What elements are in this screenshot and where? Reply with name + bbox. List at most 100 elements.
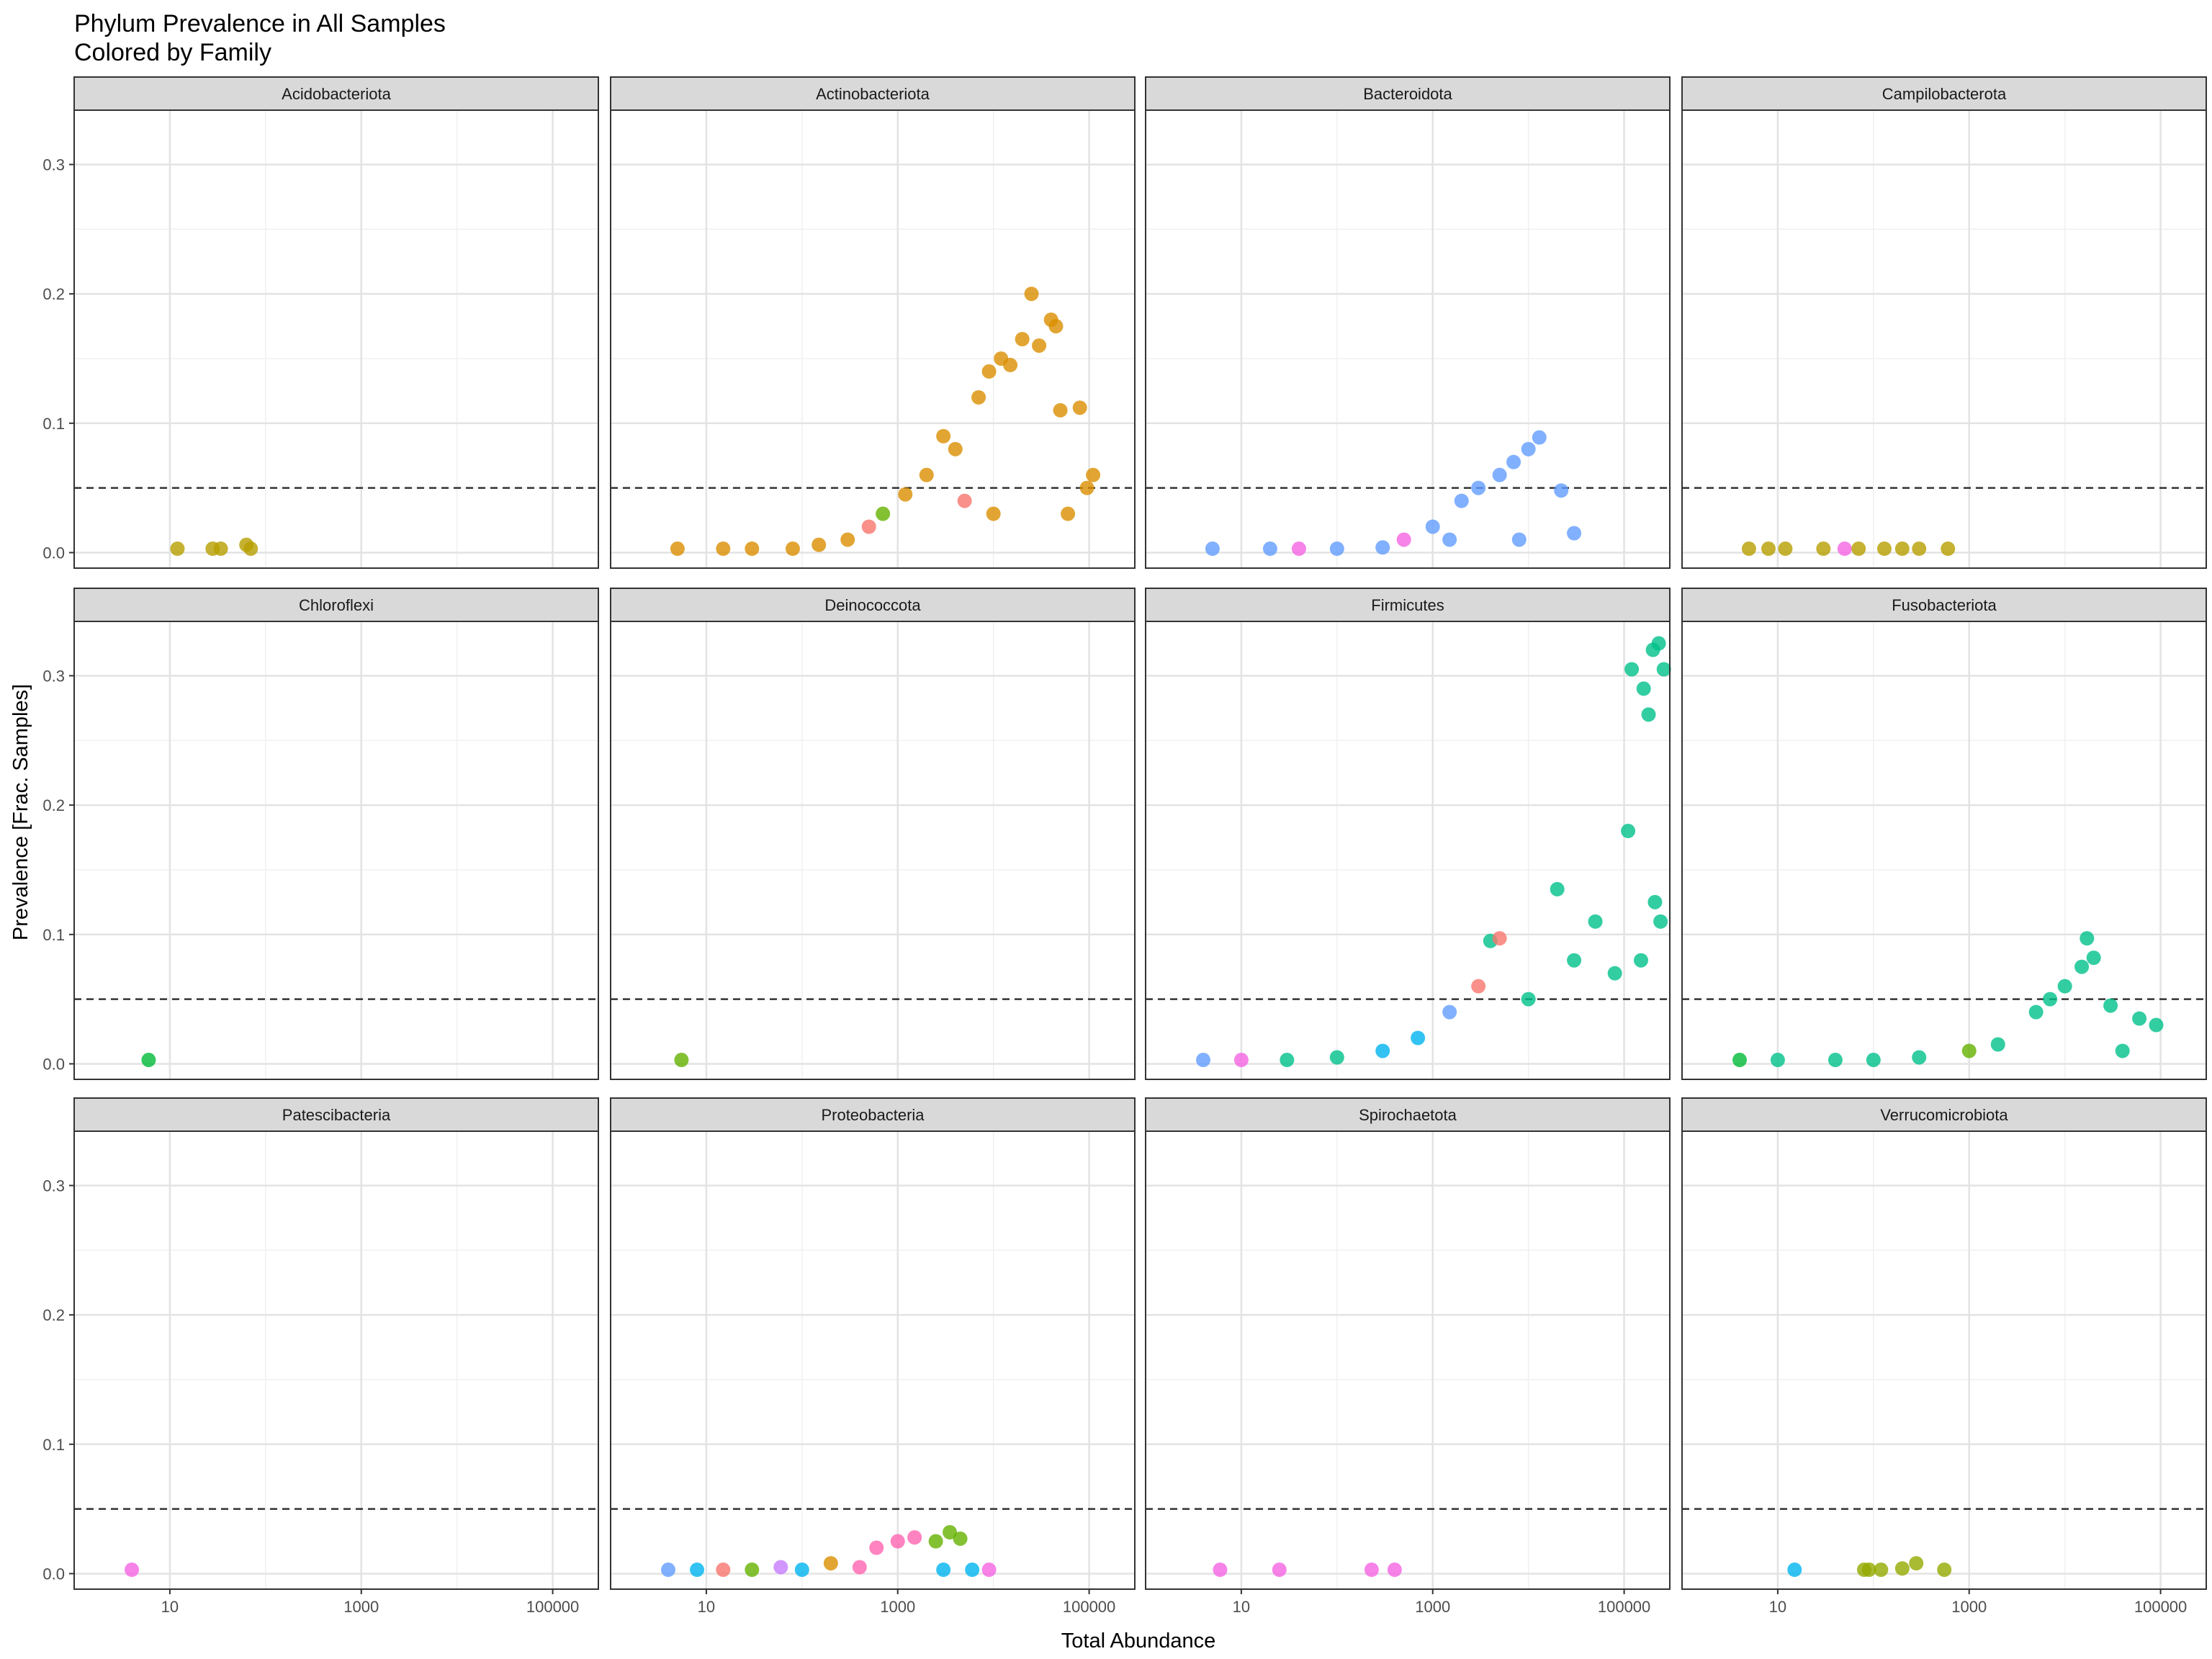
y-tick-label: 0.3 (42, 1177, 65, 1195)
data-point (2057, 979, 2072, 994)
plot-area (74, 110, 598, 568)
facet-strip-label: Campilobacterota (1882, 85, 2007, 103)
data-point (1425, 519, 1440, 534)
data-point (1364, 1563, 1379, 1578)
facet-strip-label: Acidobacteriota (282, 85, 391, 103)
x-tick-label: 1000 (343, 1598, 379, 1616)
data-point (928, 1534, 943, 1549)
data-point (953, 1531, 968, 1546)
data-point (1086, 467, 1101, 482)
data-point (1291, 541, 1306, 557)
data-point (690, 1563, 705, 1578)
panel-border (73, 109, 599, 569)
plot-area (1682, 110, 2206, 568)
data-point (1874, 1563, 1889, 1578)
facet-panel: Proteobacteria 10 1000 100000 (610, 1097, 1136, 1616)
data-point (1550, 881, 1565, 896)
facet-panel: Bacteroidota (1145, 76, 1671, 569)
data-point (948, 441, 963, 457)
data-point (936, 1563, 951, 1578)
x-tick-label: 10 (1769, 1598, 1786, 1616)
data-point (745, 541, 760, 557)
data-point (1471, 979, 1486, 994)
y-tick-label: 0.2 (42, 285, 65, 303)
data-point (823, 1556, 838, 1571)
plot-area (611, 1131, 1135, 1589)
data-point (1053, 403, 1068, 418)
data-point (1396, 532, 1411, 547)
data-point (1511, 532, 1527, 547)
facet-panel: Campilobacterota (1681, 76, 2207, 569)
data-point (1471, 480, 1486, 495)
data-point (1213, 1563, 1228, 1578)
data-point (907, 1530, 922, 1545)
facet-strip (1145, 76, 1671, 111)
data-point (1909, 1556, 1924, 1571)
data-point (1205, 541, 1220, 557)
data-point (1732, 1053, 1748, 1068)
data-point (957, 493, 972, 508)
data-point (1588, 914, 1603, 929)
data-point (936, 428, 951, 444)
facet-panels: Acidobacteriota 0.0 0.1 0.2 0.3 Actinobacteri… (42, 76, 2207, 1616)
data-point (1411, 1030, 1426, 1046)
facet-strip (1681, 588, 2207, 622)
data-point (213, 541, 228, 557)
data-point (1442, 532, 1457, 547)
data-point (1567, 526, 1582, 541)
data-point (1015, 332, 1030, 346)
plot-area (1146, 110, 1670, 568)
data-point (141, 1053, 156, 1068)
facet-panel: Deinococcota (610, 588, 1136, 1080)
panel-border (610, 621, 1136, 1080)
data-point (890, 1534, 905, 1549)
data-point (1329, 1050, 1344, 1065)
panel-border (73, 621, 599, 1080)
chart-subtitle: Colored by Family (74, 39, 271, 66)
data-point (981, 1563, 997, 1578)
data-point (1024, 287, 1039, 302)
data-point (125, 1563, 140, 1578)
panel-border (1681, 621, 2207, 1080)
data-point (1506, 454, 1521, 469)
y-tick-label: 0.1 (42, 1436, 65, 1454)
data-point (1961, 1043, 1977, 1058)
data-point (716, 541, 731, 557)
y-tick-label: 0.3 (42, 667, 65, 685)
data-point (773, 1560, 788, 1575)
data-point (2080, 931, 2095, 946)
y-tick-label: 0.0 (42, 1565, 65, 1583)
x-tick-label: 1000 (880, 1598, 915, 1616)
data-point (1607, 966, 1622, 981)
data-point (2103, 998, 2118, 1013)
facet-panel: Chloroflexi 0.0 0.1 0.2 0.3 (42, 588, 599, 1080)
y-tick-label: 0.0 (42, 544, 65, 562)
chart-title: Phylum Prevalence in All Samples (74, 10, 446, 37)
panel-border (1681, 109, 2207, 569)
data-point (811, 537, 827, 552)
data-point (674, 1053, 689, 1068)
data-point (1941, 541, 1956, 557)
facet-panel: Firmicutes (1145, 588, 1671, 1080)
data-point (1072, 400, 1087, 415)
data-point (170, 541, 185, 557)
data-point (1990, 1037, 2005, 1052)
data-point (2028, 1004, 2044, 1020)
data-point (898, 487, 913, 502)
data-point (1912, 541, 1927, 557)
data-point (1521, 992, 1536, 1007)
data-point (981, 364, 997, 379)
facet-strip (610, 588, 1136, 622)
panel-border (610, 109, 1136, 569)
facet-strip (1145, 1097, 1671, 1132)
data-point (965, 1563, 980, 1578)
facet-strip (1681, 1097, 2207, 1132)
data-point (1003, 357, 1018, 372)
facet-strip-label: Spirochaetota (1359, 1106, 1457, 1124)
data-point (1912, 1050, 1927, 1065)
data-point (1761, 541, 1776, 557)
data-point (1442, 1004, 1457, 1020)
data-point (1633, 953, 1648, 968)
data-point (1621, 824, 1636, 839)
panel-border (1681, 1130, 2207, 1590)
